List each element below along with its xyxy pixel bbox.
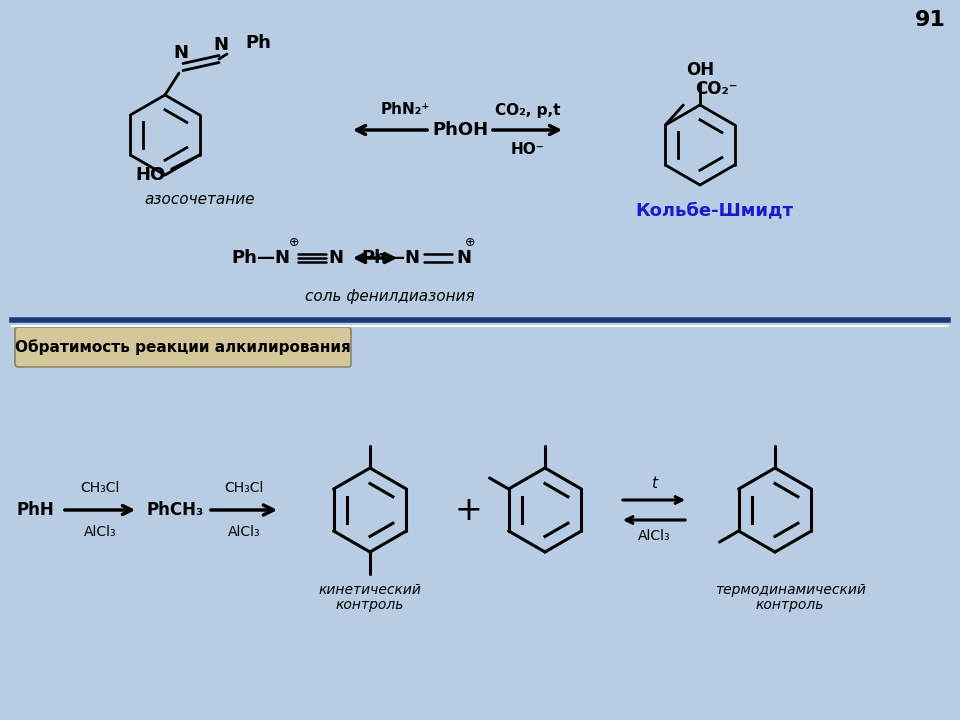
Text: кинетический: кинетический <box>319 583 421 597</box>
Text: азосочетание: азосочетание <box>145 192 255 207</box>
Text: контроль: контроль <box>336 598 404 612</box>
Text: N: N <box>328 249 343 267</box>
Text: AlCl₃: AlCl₃ <box>637 529 670 543</box>
Text: +: + <box>454 493 482 526</box>
Text: Ph—N: Ph—N <box>361 249 420 267</box>
Text: PhN₂⁺: PhN₂⁺ <box>380 102 430 117</box>
Text: CH₃Cl: CH₃Cl <box>81 481 120 495</box>
Text: CO₂, p,t: CO₂, p,t <box>495 102 561 117</box>
Text: OH: OH <box>686 61 714 79</box>
Text: CO₂⁻: CO₂⁻ <box>695 80 738 98</box>
Text: Ph—N: Ph—N <box>231 249 290 267</box>
Text: термодинамический: термодинамический <box>714 583 865 597</box>
Text: N: N <box>174 44 188 62</box>
Text: 91: 91 <box>915 10 946 30</box>
Text: PhCH₃: PhCH₃ <box>146 501 204 519</box>
Text: Ph: Ph <box>245 34 271 52</box>
Text: AlCl₃: AlCl₃ <box>84 525 116 539</box>
Text: AlCl₃: AlCl₃ <box>228 525 260 539</box>
Text: t: t <box>651 477 657 492</box>
Text: N: N <box>456 249 471 267</box>
Text: контроль: контроль <box>756 598 825 612</box>
Text: N: N <box>213 36 228 54</box>
Text: PhH: PhH <box>16 501 54 519</box>
Text: PhOH: PhOH <box>432 121 488 139</box>
Text: ⊕: ⊕ <box>465 236 475 250</box>
Text: ⊕: ⊕ <box>289 236 300 250</box>
Text: Обратимость реакции алкилирования: Обратимость реакции алкилирования <box>15 339 350 355</box>
Text: Кольбе-Шмидт: Кольбе-Шмидт <box>635 201 793 219</box>
Text: HO⁻: HO⁻ <box>511 143 545 158</box>
Text: HO: HO <box>135 166 166 184</box>
Text: соль фенилдиазония: соль фенилдиазония <box>305 289 475 304</box>
FancyBboxPatch shape <box>15 327 351 367</box>
Text: CH₃Cl: CH₃Cl <box>225 481 264 495</box>
